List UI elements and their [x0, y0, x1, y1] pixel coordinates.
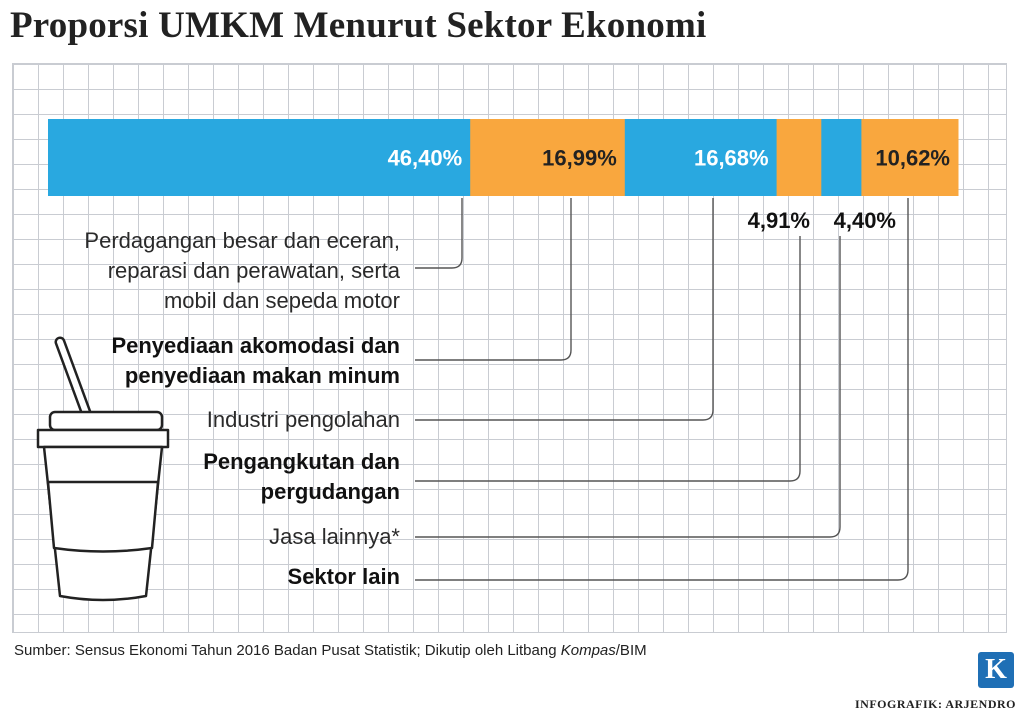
leader-line-3 [415, 198, 714, 421]
bar-segment-2 [470, 119, 626, 196]
stacked-bar-chart: 46,40% 16,99% 16,68% 4,91% 4,40% 10,62% [36, 119, 959, 602]
label-perdagangan: Perdagangan besar dan eceran, reparasi d… [84, 228, 400, 313]
leader-line-2 [415, 198, 572, 361]
coffee-cup-icon [36, 336, 170, 602]
kompas-logo: K [978, 652, 1014, 688]
bar-segment-5 [821, 119, 862, 196]
label-jasa: Jasa lainnya* [269, 524, 400, 549]
source-note: Sumber: Sensus Ekonomi Tahun 2016 Badan … [14, 642, 647, 659]
infographic-credit: INFOGRAFIK: ARJENDRO [854, 697, 1016, 711]
bar-segment-1 [48, 119, 471, 196]
leader-line-5 [415, 236, 841, 538]
value-label-2: 16,99% [542, 146, 617, 171]
leader-line-1 [415, 198, 463, 269]
value-label-6: 10,62% [875, 146, 950, 171]
label-sektor-lain: Sektor lain [287, 564, 400, 589]
label-akomodasi: Penyediaan akomodasi dan penyediaan maka… [111, 333, 400, 388]
chart-title: Proporsi UMKM Menurut Sektor Ekonomi [10, 5, 707, 46]
bar-segment-3 [624, 119, 778, 196]
value-label-4: 4,91% [748, 208, 810, 233]
label-industri: Industri pengolahan [206, 407, 400, 432]
leader-line-4 [415, 236, 801, 482]
label-pengangkutan: Pengangkutan dan pergudangan [203, 449, 400, 504]
bar-segment-4 [776, 119, 822, 196]
bar-segment-6 [861, 119, 959, 196]
value-label-3: 16,68% [694, 146, 769, 171]
value-label-5: 4,40% [834, 208, 896, 233]
leader-line-6 [415, 198, 909, 581]
value-label-1: 46,40% [388, 146, 463, 171]
